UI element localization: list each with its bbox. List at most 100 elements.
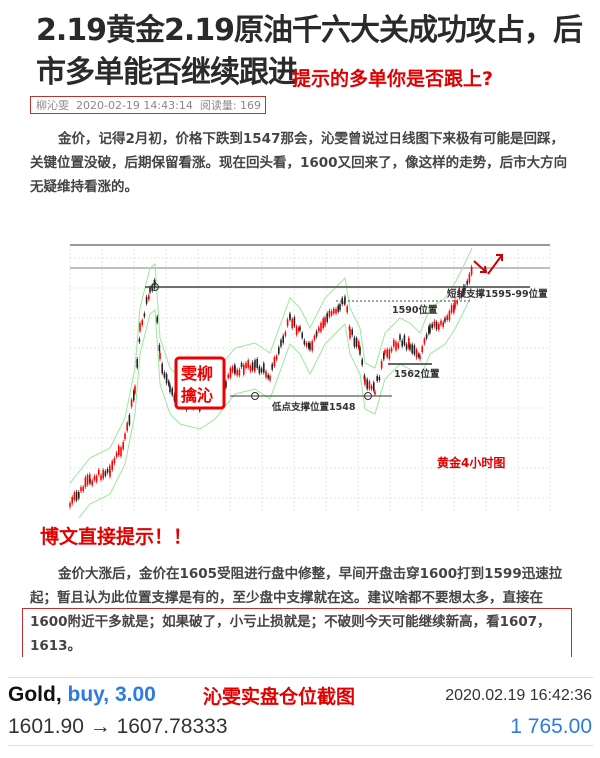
candle — [263, 363, 265, 373]
candle — [265, 371, 267, 378]
candle — [291, 319, 293, 329]
bollinger-band — [69, 247, 473, 484]
candle — [145, 296, 148, 304]
candle — [295, 326, 298, 335]
candle — [370, 385, 373, 390]
candle — [468, 274, 471, 283]
candle — [273, 357, 276, 367]
candle — [91, 480, 93, 486]
candle — [260, 368, 263, 373]
candle — [173, 394, 176, 401]
candle — [393, 339, 395, 347]
candle — [258, 366, 261, 374]
candle — [318, 327, 320, 332]
candle — [383, 352, 385, 360]
candle — [348, 326, 351, 330]
candle — [353, 337, 356, 347]
candle — [397, 343, 399, 348]
author[interactable]: 柳沁雯 — [36, 99, 69, 112]
candle — [308, 342, 310, 349]
screenshot-caption: 沁雯实盘仓位截图 — [203, 686, 356, 708]
candle — [301, 332, 303, 338]
label-short-support: 短线支撑1595-99位置 — [447, 288, 548, 300]
candle — [100, 475, 102, 480]
candle — [454, 300, 456, 309]
candle — [341, 297, 343, 305]
candle — [106, 469, 109, 473]
candle — [104, 471, 107, 476]
candle — [168, 380, 170, 386]
tip-heading: 博文直接提示！！ — [40, 526, 193, 548]
candle — [313, 336, 316, 340]
candle — [423, 338, 426, 344]
candle — [278, 347, 280, 354]
reads-count: 169 — [240, 99, 262, 112]
candle — [380, 361, 383, 369]
candle — [376, 375, 378, 381]
candle — [139, 323, 141, 332]
candle — [254, 360, 256, 368]
candle — [309, 343, 311, 350]
candle — [460, 293, 463, 298]
marker-circle — [151, 283, 159, 291]
reads-label: 阅读量: — [199, 99, 237, 112]
candle — [344, 296, 346, 304]
arrow-down-icon — [473, 260, 488, 273]
candle — [289, 313, 291, 320]
callout-text: 提示的多单你是否跟上? — [292, 68, 494, 90]
candle — [141, 320, 143, 325]
candle — [124, 433, 126, 439]
candle — [358, 341, 360, 349]
candle — [128, 415, 131, 425]
candle — [251, 362, 254, 371]
candle — [275, 356, 278, 360]
candle — [364, 377, 366, 385]
article-title: 2.19黄金2.19原油千六大关成功攻占，后市多单能否继续跟进 — [36, 13, 583, 90]
marker-circle — [251, 392, 259, 400]
paragraph-2-highlight: 1600附近干多就是；如果破了，小亏止损就是；不破则今天可能继续新高，看1607… — [30, 614, 551, 654]
candle — [355, 338, 358, 347]
candle — [374, 391, 376, 395]
candle — [236, 369, 238, 376]
candle — [93, 476, 96, 481]
candle — [156, 316, 158, 323]
candle — [286, 319, 289, 326]
candle — [435, 322, 438, 330]
candle — [359, 347, 361, 355]
candle — [425, 334, 428, 339]
divider — [8, 745, 593, 746]
candle — [171, 388, 173, 396]
candle — [148, 295, 150, 300]
candle — [271, 364, 273, 370]
article-meta: 柳沁雯 2020-02-19 14:43:14 阅读量: 169 — [30, 96, 266, 114]
candle — [299, 326, 301, 331]
candle — [349, 328, 351, 339]
candle — [339, 304, 341, 310]
candle — [136, 359, 138, 368]
candle — [373, 382, 375, 391]
candle — [118, 446, 120, 456]
candle — [463, 285, 465, 294]
candle — [75, 491, 78, 501]
candle — [401, 340, 403, 347]
candle — [115, 452, 118, 457]
candle — [102, 470, 104, 479]
label-1590: 1590位置 — [392, 304, 438, 316]
candle — [433, 321, 436, 327]
candle — [227, 374, 229, 378]
trade-screenshot: Gold, buy, 3.00 沁雯实盘仓位截图 2020.02.19 16:4… — [0, 657, 600, 758]
candle — [247, 360, 249, 368]
candle — [330, 311, 333, 315]
paragraph-1: 金价，记得2月初，价格下跌到1547那会，沁雯曾说过日线图下来极有可能是回踩，关… — [30, 131, 568, 195]
candle — [293, 317, 296, 327]
candle — [138, 338, 141, 342]
candle — [133, 390, 135, 401]
position-header: Gold, buy, 3.00 — [8, 683, 156, 707]
candle — [238, 369, 241, 376]
candle — [366, 379, 368, 389]
candle — [411, 344, 413, 354]
candle — [71, 496, 73, 504]
candle — [415, 349, 418, 358]
candle — [438, 323, 440, 330]
candle — [346, 306, 348, 313]
